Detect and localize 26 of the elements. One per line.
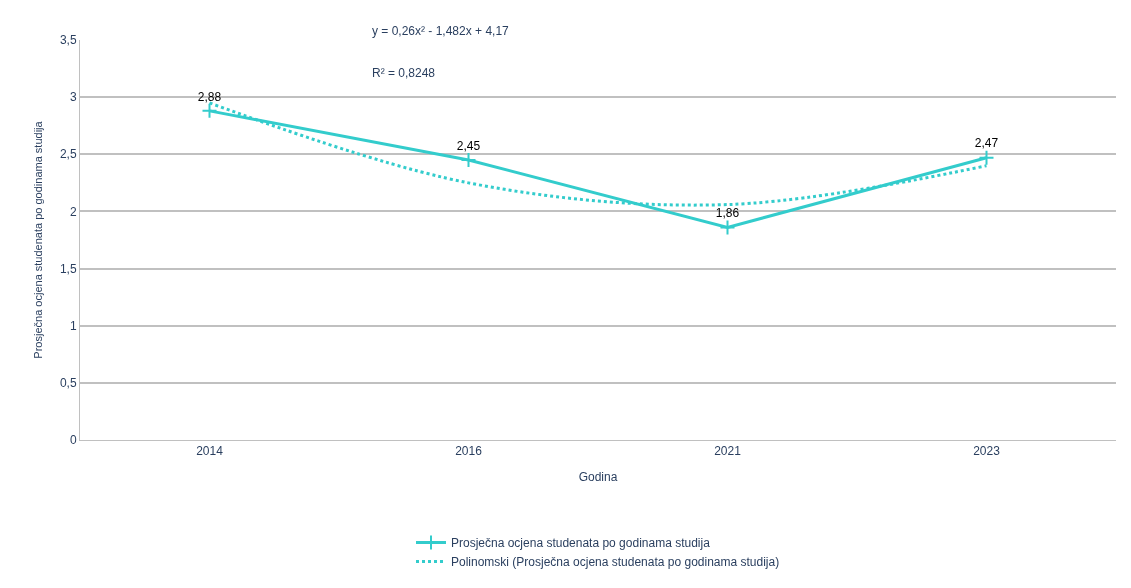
point bbox=[201, 102, 218, 119]
y-tick-label: 2 bbox=[69, 204, 77, 219]
data-label: 1,86 bbox=[715, 206, 740, 221]
x-tick-label: 2021 bbox=[714, 444, 742, 459]
y-tick-label: 3,5 bbox=[59, 33, 77, 48]
legend-label: Prosječna ocjena studenata po godinama studija bbox=[451, 536, 711, 551]
y-axis-title: Prosječna ocjena studenata po godinama studija bbox=[31, 120, 44, 359]
y-tick-label: 0 bbox=[69, 433, 77, 448]
x-tick-label: 2014 bbox=[196, 444, 224, 459]
x-axis-title: Godina bbox=[578, 470, 618, 485]
point bbox=[719, 219, 736, 236]
y-tick-label: 2,5 bbox=[59, 147, 77, 162]
legend-label: Polinomski (Prosječna ocjena studenata po godinama studija) bbox=[451, 555, 780, 570]
point bbox=[460, 152, 477, 168]
text: y = 0,26x² - 1,482x + 4,17 bbox=[372, 24, 510, 38]
y-tick-label: 1,5 bbox=[59, 261, 77, 276]
data-label: 2,88 bbox=[197, 89, 222, 104]
point bbox=[978, 149, 995, 166]
y-tick-label: 3 bbox=[69, 90, 77, 105]
annotation: R² = 0,8248 bbox=[372, 66, 436, 80]
y-tick-label: 0,5 bbox=[59, 376, 77, 391]
y-tick-label: 1 bbox=[69, 318, 77, 333]
x-tick-label: 2016 bbox=[455, 444, 483, 459]
data-label: 2,45 bbox=[456, 138, 481, 153]
x-tick-label: 2023 bbox=[973, 444, 1001, 459]
data-label: 2,47 bbox=[974, 136, 999, 151]
